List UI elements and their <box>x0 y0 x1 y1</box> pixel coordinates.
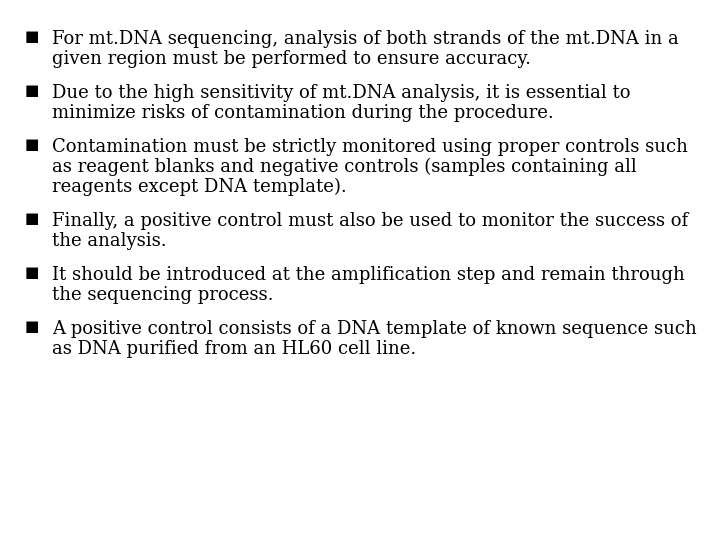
Text: as reagent blanks and negative controls (samples containing all: as reagent blanks and negative controls … <box>52 158 636 176</box>
Text: It should be introduced at the amplification step and remain through: It should be introduced at the amplifica… <box>52 266 685 284</box>
Text: A positive control consists of a DNA template of known sequence such: A positive control consists of a DNA tem… <box>52 320 697 338</box>
Text: ■: ■ <box>25 266 40 280</box>
Text: Due to the high sensitivity of mt.DNA analysis, it is essential to: Due to the high sensitivity of mt.DNA an… <box>52 84 631 102</box>
Text: the analysis.: the analysis. <box>52 232 166 250</box>
Text: ■: ■ <box>25 320 40 334</box>
Text: For mt.DNA sequencing, analysis of both strands of the mt.DNA in a: For mt.DNA sequencing, analysis of both … <box>52 30 679 48</box>
Text: Contamination must be strictly monitored using proper controls such: Contamination must be strictly monitored… <box>52 138 688 156</box>
Text: the sequencing process.: the sequencing process. <box>52 286 274 304</box>
Text: ■: ■ <box>25 212 40 226</box>
Text: minimize risks of contamination during the procedure.: minimize risks of contamination during t… <box>52 104 554 122</box>
Text: as DNA purified from an HL60 cell line.: as DNA purified from an HL60 cell line. <box>52 340 416 358</box>
Text: reagents except DNA template).: reagents except DNA template). <box>52 178 347 196</box>
Text: given region must be performed to ensure accuracy.: given region must be performed to ensure… <box>52 50 531 68</box>
Text: ■: ■ <box>25 30 40 44</box>
Text: ■: ■ <box>25 138 40 152</box>
Text: ■: ■ <box>25 84 40 98</box>
Text: Finally, a positive control must also be used to monitor the success of: Finally, a positive control must also be… <box>52 212 688 230</box>
